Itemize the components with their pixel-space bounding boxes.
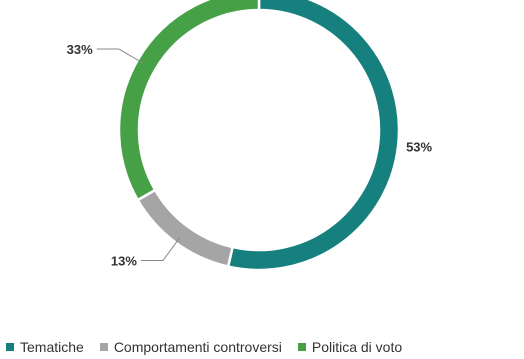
slices-group bbox=[117, 0, 401, 272]
leader-line-comportamenti-controversi bbox=[140, 237, 180, 261]
slice-politica-di-voto bbox=[117, 0, 261, 202]
data-label-tematiche: 53% bbox=[406, 139, 432, 154]
legend-swatch-tematiche bbox=[6, 343, 14, 351]
data-label-politica-di-voto: 33% bbox=[67, 42, 93, 57]
legend-swatch-politica-di-voto bbox=[297, 343, 306, 351]
legend: Tematiche Comportamenti controversi Poli… bbox=[6, 338, 524, 356]
legend-item-politica-di-voto: Politica di voto bbox=[297, 339, 403, 355]
legend-item-comportamenti-controversi: Comportamenti controversi bbox=[99, 339, 282, 355]
legend-item-tematiche: Tematiche bbox=[6, 339, 84, 355]
slice-tematiche bbox=[226, 0, 401, 272]
slice-comportamenti-controversi bbox=[136, 188, 235, 269]
legend-swatch-comportamenti-controversi bbox=[99, 343, 108, 351]
leader-lines-group bbox=[96, 48, 180, 261]
legend-label-politica-di-voto: Politica di voto bbox=[311, 339, 403, 355]
leader-line-politica-di-voto bbox=[96, 48, 144, 64]
legend-label-tematiche: Tematiche bbox=[20, 339, 84, 355]
data-label-comportamenti-controversi: 13% bbox=[111, 253, 137, 268]
legend-label-comportamenti-controversi: Comportamenti controversi bbox=[113, 339, 282, 355]
data-labels-group: 53% 13% 33% bbox=[67, 42, 433, 268]
